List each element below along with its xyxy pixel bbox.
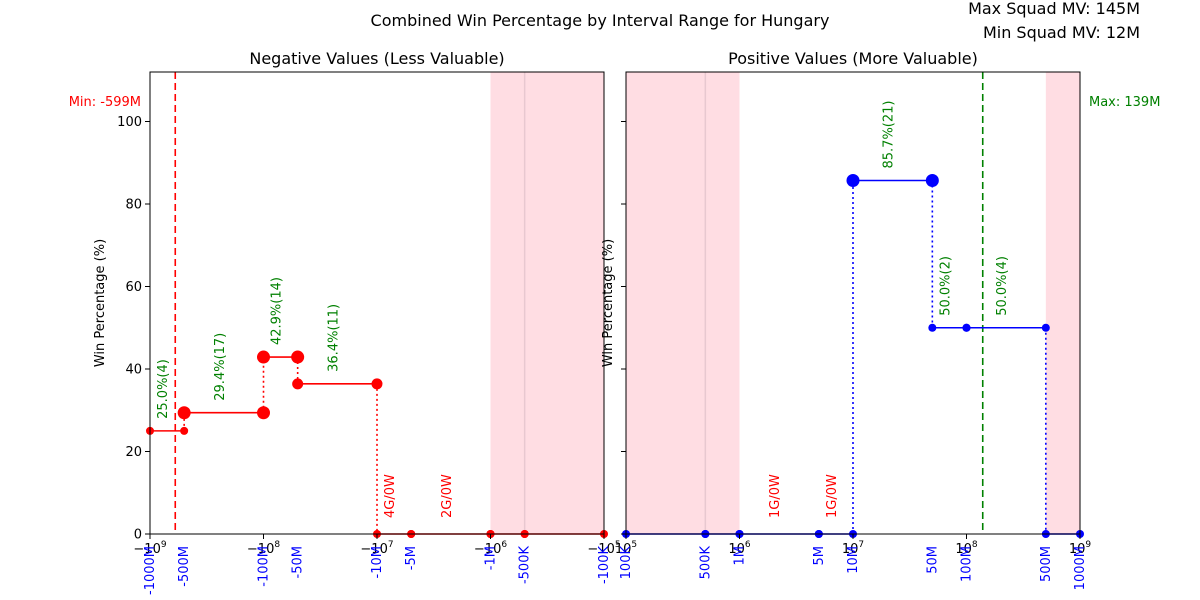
data-label: 2G/0W [440,474,455,518]
x-value-label: 10M [846,546,861,574]
data-label: 4G/0W [383,474,398,518]
x-tick-label: 105 [615,540,637,557]
data-point [257,406,270,420]
data-label: 36.4%(11) [326,304,341,372]
figure-title: Combined Win Percentage by Interval Rang… [371,11,830,30]
shaded-region [490,72,604,534]
x-value-label: -500K [518,546,533,585]
x-value-label: -100M [257,546,272,587]
y-tick-label: 0 [134,528,142,543]
data-point [1041,323,1050,332]
x-tick-label: −106 [474,540,507,557]
data-point [371,378,383,390]
x-value-label: -1000M [143,546,158,595]
data-label: 50.0%(4) [995,256,1010,316]
min-squad-text: Min Squad MV: 12M [983,23,1140,42]
data-point [292,378,304,390]
x-value-label: 500M [1039,546,1054,582]
data-point [257,350,270,364]
data-point [180,426,189,435]
panel-negative: Min: -599M 25.0%(4) 29.4%(17) 42.9%(14) 36.4… [69,49,621,595]
data-label: 1G/0W [768,474,783,518]
x-value-label: 100M [960,546,975,582]
y-tick-label: 40 [125,363,142,378]
y-axis-label: Win Percentage (%) [93,239,108,367]
x-value-label: 1M [733,546,748,566]
panel-title: Positive Values (More Valuable) [728,49,978,68]
x-tick-label: 109 [1069,540,1092,557]
x-tick-label: 108 [955,540,978,557]
x-value-label: 1000M [1073,546,1088,590]
y-tick-label: 20 [125,445,142,460]
panel-title: Negative Values (Less Valuable) [249,49,504,68]
data-point [928,323,937,332]
y-axis-label: Win Percentage (%) [601,239,616,367]
y-tick-label: 100 [117,115,142,130]
x-value-label: -10M [370,546,385,578]
x-value-label: -5M [404,546,419,570]
x-value-label: -500M [177,546,192,587]
x-value-label: 500K [698,546,713,580]
panel-positive: Max: 139M 1G/0W 1G/0W 85.7%(21) 50.0%(2) 50.0… [601,49,1160,590]
data-label: 29.4%(17) [213,333,228,401]
x-tick-label: −107 [360,540,393,557]
x-value-label: -50M [291,546,306,578]
data-point [925,173,939,187]
y-tick-label: 60 [125,280,142,295]
shaded-region [626,72,740,534]
x-value-label: 5M [812,546,827,566]
data-label: 1G/0W [825,474,840,518]
y-tick-label: 80 [125,198,142,213]
x-tick-label: −105 [587,540,620,557]
x-tick-label: −109 [133,540,166,557]
x-tick-label: 107 [842,540,864,557]
x-tick-label: 106 [728,540,751,557]
x-value-label: 50M [925,546,940,574]
data-point [846,173,860,187]
data-label: 25.0%(4) [156,359,171,419]
data-label: 42.9%(14) [270,277,285,345]
data-point [291,350,305,364]
x-value-label: -100K [597,546,612,585]
x-tick-label: −108 [247,540,280,557]
reference-line-label: Max: 139M [1089,95,1160,110]
data-point [177,406,191,420]
x-value-label: -1M [484,546,499,570]
max-squad-text: Max Squad MV: 145M [968,0,1140,18]
data-point [962,323,971,332]
x-value-label: 100K [619,546,634,580]
data-label: 50.0%(2) [938,256,953,316]
data-label: 85.7%(21) [882,101,897,169]
reference-line-label: Min: -599M [69,95,141,110]
shaded-region [1045,72,1080,534]
